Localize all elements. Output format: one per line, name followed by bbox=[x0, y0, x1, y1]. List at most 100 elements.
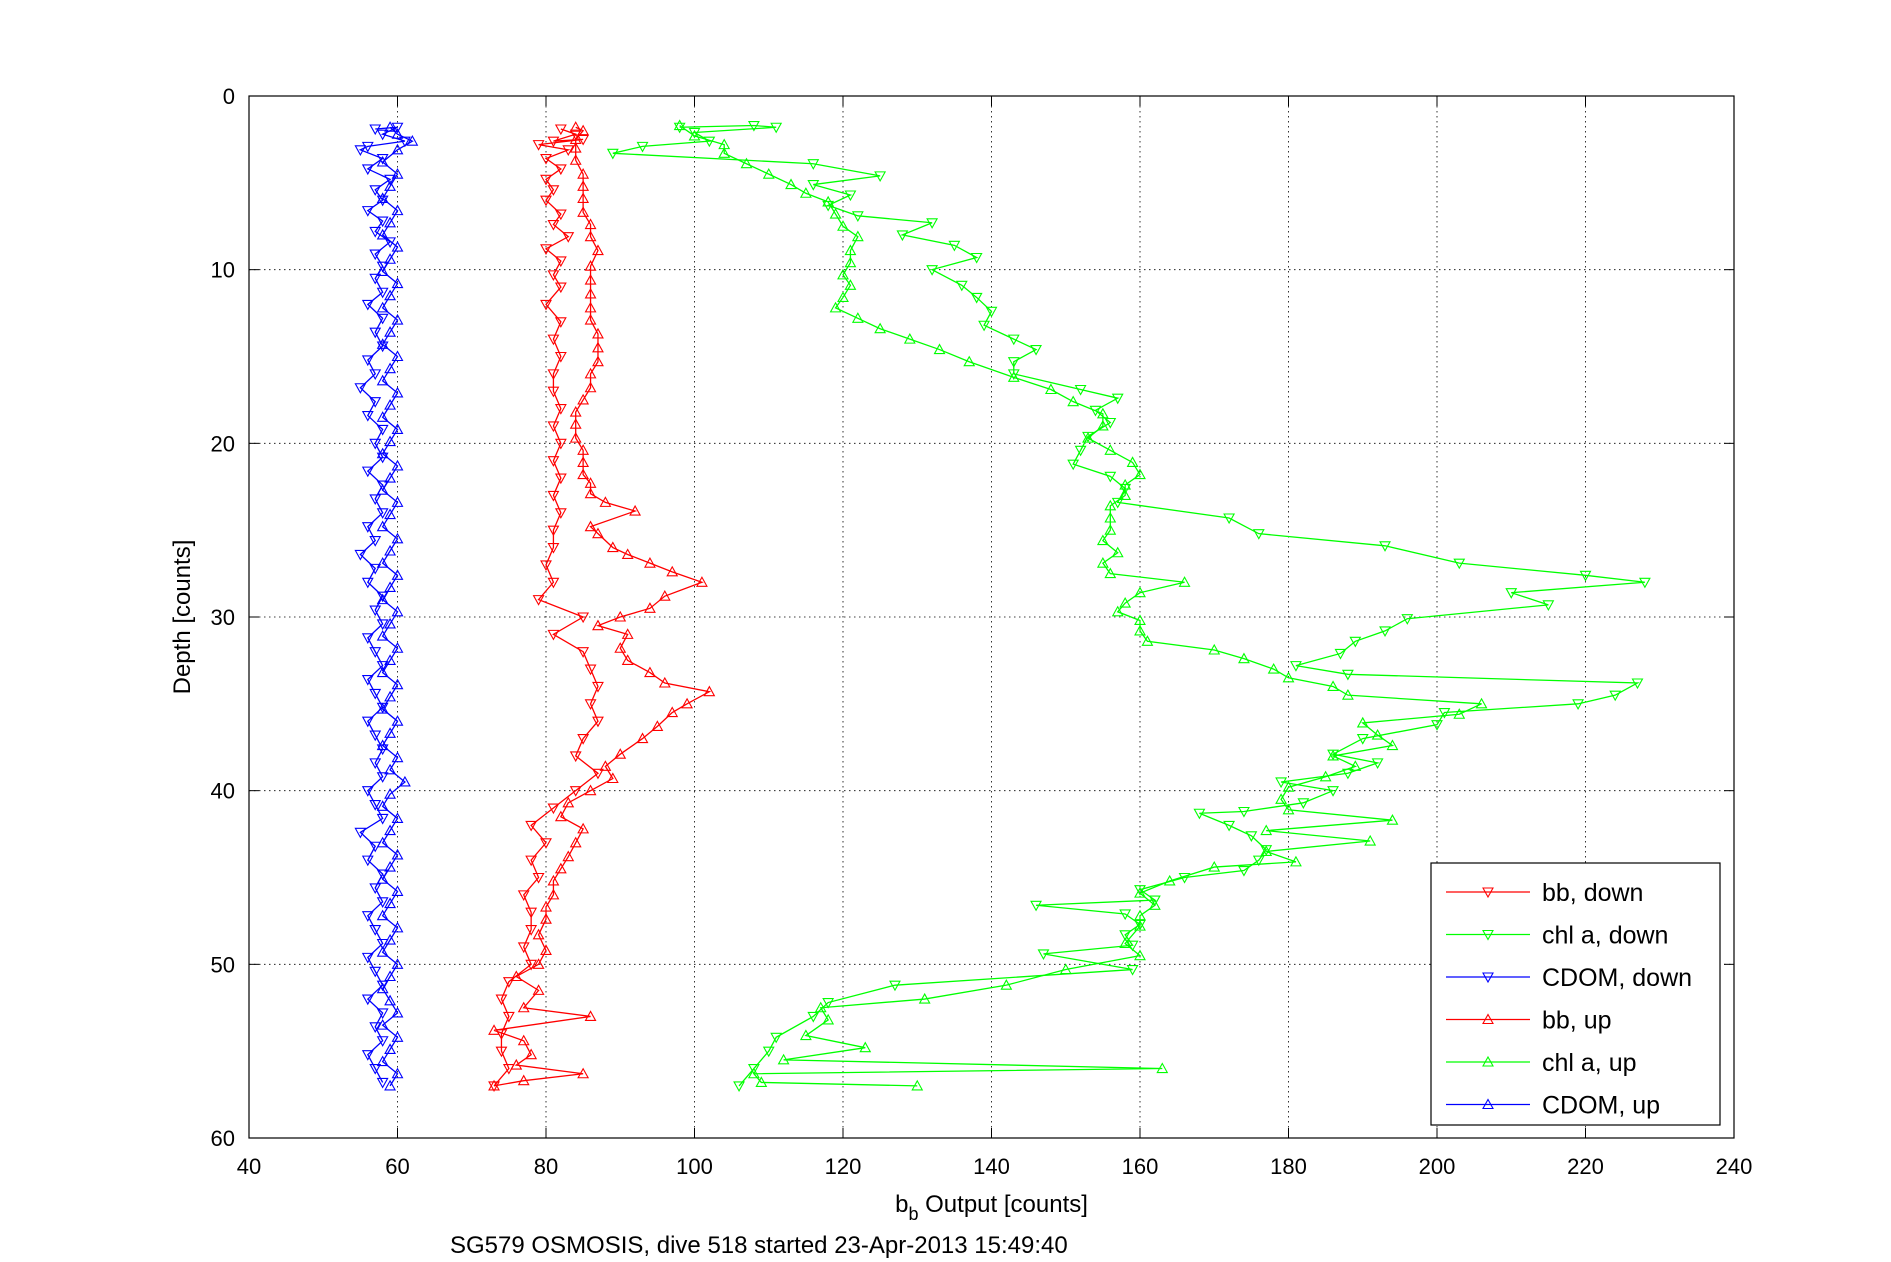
data-point bbox=[1327, 680, 1339, 692]
data-point bbox=[1096, 557, 1109, 568]
data-point bbox=[384, 763, 397, 775]
data-point bbox=[1193, 808, 1206, 820]
data-point bbox=[1104, 567, 1117, 579]
data-point bbox=[532, 872, 545, 884]
data-point bbox=[1007, 369, 1020, 380]
data-point bbox=[376, 772, 389, 783]
data-point bbox=[398, 775, 411, 787]
data-point bbox=[1134, 886, 1146, 898]
data-point bbox=[1134, 919, 1146, 931]
data-point bbox=[592, 527, 604, 539]
data-point bbox=[369, 1022, 382, 1033]
data-point bbox=[369, 124, 382, 136]
data-point bbox=[369, 397, 382, 408]
data-point bbox=[376, 228, 389, 240]
data-point bbox=[569, 418, 582, 429]
data-point bbox=[361, 633, 374, 644]
data-point bbox=[948, 240, 961, 252]
data-point bbox=[874, 322, 887, 334]
data-point bbox=[799, 1029, 812, 1041]
data-point bbox=[822, 195, 835, 207]
y-tick-label: 30 bbox=[211, 605, 235, 630]
legend-label: CDOM, down bbox=[1542, 964, 1692, 992]
data-point bbox=[837, 291, 849, 303]
data-point bbox=[369, 226, 382, 238]
data-point bbox=[384, 471, 397, 483]
data-point bbox=[1431, 720, 1443, 731]
data-point bbox=[384, 216, 397, 228]
data-point bbox=[361, 716, 374, 728]
data-point bbox=[525, 925, 538, 936]
data-point bbox=[384, 933, 397, 945]
data-point bbox=[384, 362, 397, 374]
series-0 bbox=[488, 124, 604, 1093]
data-point bbox=[488, 1024, 500, 1035]
data-point bbox=[1638, 577, 1651, 589]
data-point bbox=[747, 120, 760, 132]
data-point bbox=[577, 180, 590, 191]
data-point bbox=[354, 145, 367, 156]
data-point bbox=[562, 145, 575, 156]
data-point bbox=[384, 970, 397, 982]
data-point bbox=[911, 1079, 924, 1091]
data-point bbox=[376, 666, 389, 678]
data-point bbox=[844, 256, 857, 268]
data-point bbox=[1104, 524, 1117, 535]
data-point bbox=[1178, 576, 1191, 587]
data-point bbox=[554, 317, 567, 328]
data-point bbox=[384, 508, 397, 520]
data-point bbox=[599, 496, 612, 507]
data-point bbox=[391, 642, 404, 653]
data-point bbox=[1089, 405, 1102, 417]
data-point bbox=[584, 287, 597, 299]
data-point bbox=[814, 1001, 827, 1013]
data-point bbox=[1371, 728, 1384, 740]
data-point bbox=[606, 772, 619, 784]
series-4 bbox=[673, 119, 1488, 1091]
data-point bbox=[502, 1011, 515, 1023]
data-point bbox=[1067, 459, 1080, 471]
data-point bbox=[1349, 760, 1362, 771]
y-tick-label: 0 bbox=[223, 84, 235, 109]
data-point bbox=[369, 925, 382, 936]
data-point bbox=[376, 216, 389, 228]
data-point bbox=[369, 730, 382, 742]
data-point bbox=[1134, 614, 1146, 626]
x-tick-label: 220 bbox=[1567, 1154, 1604, 1179]
x-axis-label: bb Output [counts] bbox=[895, 1191, 1088, 1224]
data-point bbox=[495, 994, 508, 1006]
data-point bbox=[376, 800, 389, 811]
data-point bbox=[369, 688, 382, 700]
data-point bbox=[1334, 648, 1347, 660]
data-point bbox=[1505, 588, 1518, 599]
data-point bbox=[1119, 489, 1132, 500]
data-point bbox=[1260, 845, 1273, 857]
data-point bbox=[376, 447, 389, 459]
data-point bbox=[554, 164, 567, 176]
x-tick-label: 160 bbox=[1122, 1154, 1159, 1179]
data-point bbox=[384, 1079, 397, 1091]
data-point bbox=[584, 273, 597, 285]
data-point bbox=[1119, 596, 1132, 608]
data-point bbox=[837, 220, 849, 231]
data-point bbox=[584, 664, 597, 676]
y-tick-label: 60 bbox=[211, 1126, 235, 1151]
data-point bbox=[688, 129, 701, 141]
data-point bbox=[391, 885, 404, 896]
data-point bbox=[1289, 661, 1302, 672]
data-point bbox=[1609, 690, 1622, 702]
data-point bbox=[718, 138, 731, 150]
data-point bbox=[592, 355, 604, 367]
data-point bbox=[361, 206, 374, 217]
data-point bbox=[391, 386, 404, 398]
data-point bbox=[599, 760, 612, 771]
data-point bbox=[584, 477, 597, 488]
data-point bbox=[376, 1055, 389, 1067]
data-point bbox=[644, 557, 656, 568]
data-point bbox=[569, 154, 582, 165]
data-point bbox=[799, 187, 812, 198]
data-point bbox=[525, 907, 538, 919]
data-point bbox=[540, 560, 552, 572]
data-point bbox=[376, 813, 389, 825]
data-point bbox=[577, 456, 590, 467]
